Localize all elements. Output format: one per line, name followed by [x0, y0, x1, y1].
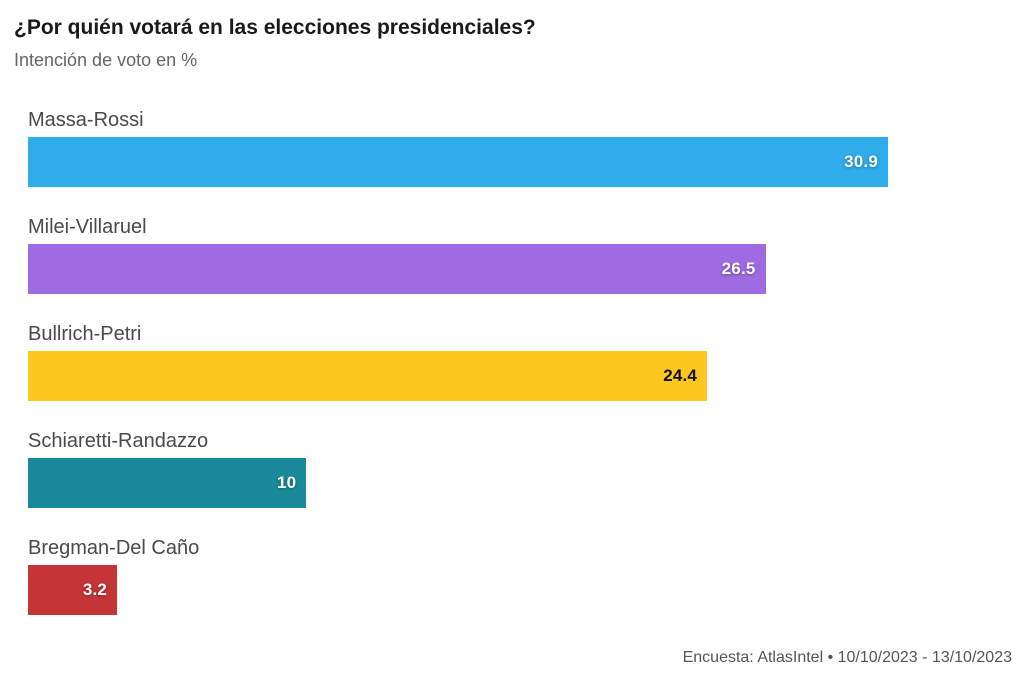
- value-label: 26.5: [721, 259, 756, 278]
- value-label: 24.4: [663, 366, 698, 385]
- category-label: Milei-Villaruel: [28, 216, 147, 238]
- value-label: 3.2: [82, 580, 108, 599]
- chart-subtitle: Intención de voto en %: [14, 50, 198, 70]
- bar: 3.2: [28, 565, 118, 615]
- bar: 30.9: [28, 137, 888, 187]
- value-label: 30.9: [844, 152, 878, 171]
- value-label: 10: [277, 473, 297, 492]
- bar: 10: [28, 458, 307, 508]
- chart-header: ¿Por quién votará en las elecciones pres…: [0, 0, 1024, 71]
- bar-row: Massa-Rossi 30.9: [28, 109, 1024, 187]
- category-label: Schiaretti-Randazzo: [28, 430, 209, 452]
- bar-row: Bullrich-Petri 24.4: [28, 323, 1024, 401]
- bar-row: Milei-Villaruel 26.5: [28, 216, 1024, 294]
- bar: 24.4: [28, 351, 708, 401]
- category-label: Massa-Rossi: [28, 109, 144, 131]
- category-label: Bregman-Del Caño: [28, 537, 200, 559]
- bar-chart: Massa-Rossi 30.9 Milei-Villaruel 26.5 Bullri…: [0, 109, 1024, 615]
- bar-row: Bregman-Del Caño 3.2: [28, 537, 1024, 615]
- category-label: Bullrich-Petri: [28, 323, 142, 345]
- chart-source-note: Encuesta: AtlasIntel • 10/10/2023 - 13/1…: [682, 649, 1012, 666]
- bar: 26.5: [28, 244, 766, 294]
- chart-title: ¿Por quién votará en las elecciones pres…: [14, 16, 536, 39]
- bar-row: Schiaretti-Randazzo 10: [28, 430, 1024, 508]
